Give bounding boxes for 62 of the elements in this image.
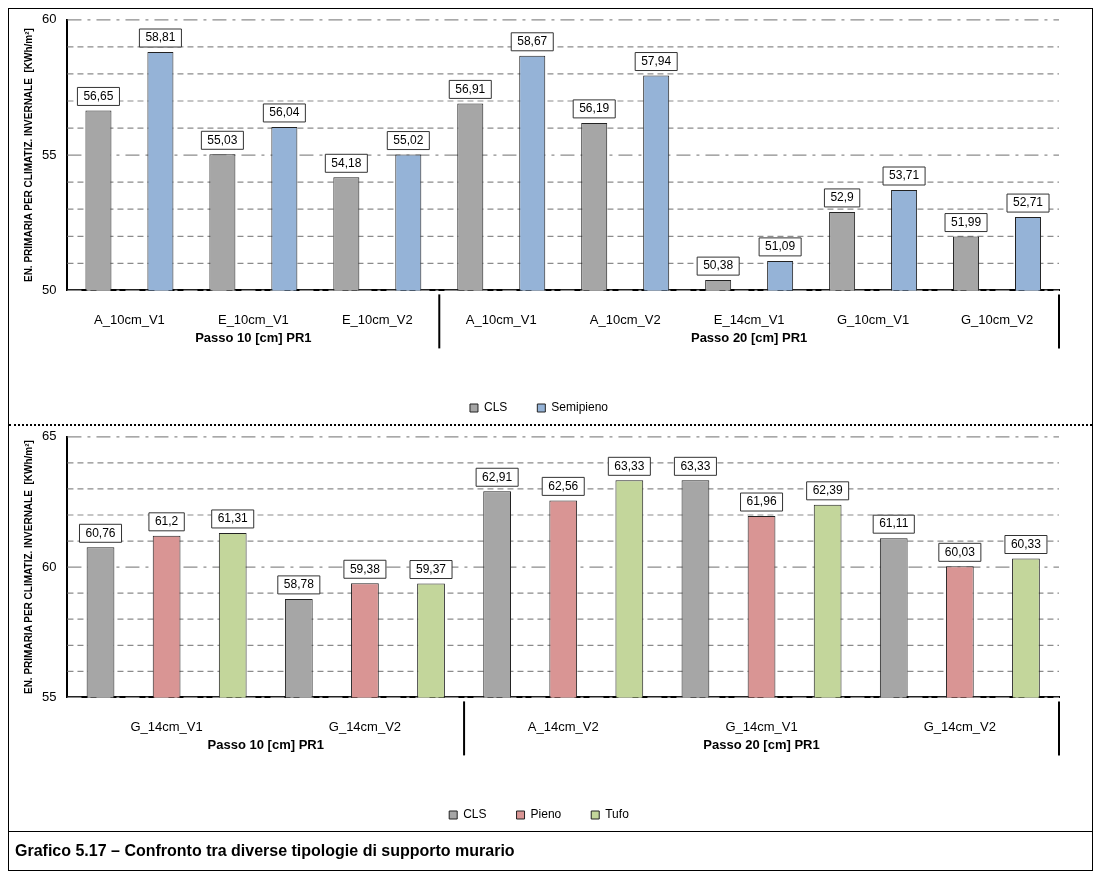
data-label: 51,99 (951, 214, 982, 229)
y-tick-label: 60 (41, 558, 57, 574)
data-label: 60,76 (85, 525, 116, 540)
y-axis-title: EN. PRIMARIA PER CLIMATIZ. INVERNALE [KWh/m²] (22, 440, 34, 695)
x-tick-label: A_10cm_V1 (465, 311, 537, 327)
data-label: 54,18 (331, 155, 362, 170)
data-label: 62,91 (482, 469, 513, 484)
text: Grafico 5.17 – Confronto tra diverse tipologie di supporto murario (9, 831, 1092, 870)
x-tick-label: A_14cm_V2 (527, 718, 599, 734)
data-label: 61,96 (746, 494, 777, 509)
text: Passo 10 [cm] PR1 (195, 329, 312, 345)
data-label: 59,38 (349, 561, 381, 576)
text: Passo 10 [cm] PR1 (207, 736, 324, 752)
x-tick-label: E_14cm_V1 (713, 311, 785, 327)
y-tick-label: 60 (41, 11, 57, 27)
data-label: 55,03 (207, 132, 238, 147)
x-tick-label: E_10cm_V2 (341, 311, 413, 327)
text: Passo 20 [cm] PR1 (703, 736, 820, 752)
y-tick-label: 55 (41, 146, 57, 162)
x-tick-label: G_14cm_V2 (328, 718, 402, 734)
data-label: 58,67 (517, 34, 548, 49)
legend-label: CLS (483, 400, 508, 415)
data-label: 50,38 (703, 258, 734, 273)
data-label: 56,65 (83, 88, 114, 103)
data-label: 56,91 (455, 81, 486, 96)
legend-label: CLS (463, 807, 487, 822)
x-tick-label: A_10cm_V2 (589, 311, 661, 327)
x-tick-label: G_14cm_V2 (923, 718, 996, 734)
x-tick-label: G_10cm_V1 (836, 311, 910, 327)
legend-label: Pieno (530, 807, 562, 822)
data-label: 53,71 (889, 168, 920, 183)
x-tick-label: G_14cm_V1 (130, 718, 203, 734)
legend-label: Tufo (605, 807, 630, 822)
y-tick-label: 55 (41, 688, 57, 704)
x-tick-label: G_14cm_V1 (725, 718, 798, 734)
data-label: 52,9 (830, 190, 855, 205)
data-label: 62,56 (548, 478, 579, 493)
y-tick-label: 50 (41, 281, 57, 297)
data-label: 56,19 (579, 101, 610, 116)
data-label: 61,31 (217, 511, 249, 526)
data-label: 63,33 (680, 458, 711, 473)
data-label: 51,09 (765, 239, 796, 254)
legend-label: Semipieno (551, 400, 609, 415)
data-label: 57,94 (641, 53, 672, 68)
data-label: 62,39 (812, 483, 843, 498)
y-tick-label: 65 (41, 428, 57, 444)
data-label: 52,71 (1013, 195, 1044, 210)
data-label: 63,33 (614, 458, 645, 473)
data-label: 61,2 (154, 514, 179, 529)
data-label: 55,02 (393, 132, 424, 147)
data-label: 58,81 (145, 30, 176, 45)
data-label: 61,11 (879, 516, 909, 531)
data-label: 60,03 (944, 544, 976, 559)
data-label: 60,33 (1010, 536, 1042, 551)
x-tick-label: G_10cm_V2 (960, 311, 1034, 327)
x-tick-label: E_10cm_V1 (217, 311, 289, 327)
data-label: 59,37 (416, 561, 447, 576)
text: Passo 20 [cm] PR1 (690, 329, 808, 345)
x-tick-label: A_10cm_V1 (94, 311, 165, 327)
y-axis-title: EN. PRIMARIA PER CLIMATIZ. INVERNALE [KWh/m²] (22, 28, 34, 283)
data-label: 58,78 (283, 577, 315, 592)
data-label: 56,04 (269, 105, 300, 120)
